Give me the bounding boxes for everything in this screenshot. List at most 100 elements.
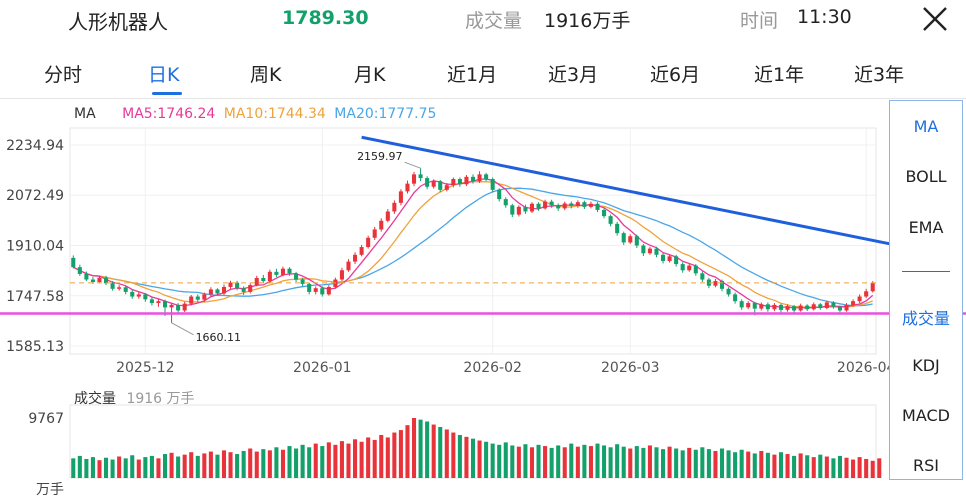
indicator-rsi[interactable]: RSI [913, 456, 939, 475]
candle-body [372, 229, 377, 238]
volume-bar [510, 445, 515, 478]
volume-value: 1916万手 [544, 10, 631, 32]
volume-bar [477, 440, 482, 478]
candle-body [516, 206, 521, 215]
volume-bar [372, 439, 377, 478]
candle-body [254, 277, 259, 286]
candle-body [385, 211, 390, 221]
volume-bar [444, 429, 449, 478]
volume-bar [320, 446, 325, 478]
volume-bar [195, 455, 200, 478]
resistance-trend-line [361, 135, 959, 260]
candle-body [274, 271, 279, 275]
volume-bar [438, 427, 443, 478]
candle-body [706, 279, 711, 286]
indicator-boll[interactable]: BOLL [905, 167, 947, 186]
tab-weekly-k[interactable]: 周K [250, 64, 282, 86]
candle-body [84, 273, 89, 280]
candle-body [248, 285, 253, 292]
candle-body [261, 277, 266, 282]
volume-label: 成交量 [465, 10, 523, 32]
volume-bar [824, 456, 829, 478]
volume-bar [674, 448, 679, 478]
volume-bar [733, 452, 738, 478]
close-button[interactable] [918, 2, 952, 36]
candle-body [667, 256, 672, 261]
volume-bar [457, 434, 462, 478]
volume-bar [77, 455, 82, 478]
candle-body [529, 203, 535, 212]
candle-body [543, 201, 548, 209]
indicator-ma[interactable]: MA [913, 117, 939, 136]
tab-1-month[interactable]: 近1月 [447, 64, 498, 86]
volume-bar [621, 446, 626, 478]
volume-bar [470, 438, 476, 478]
candle-body [582, 202, 587, 207]
volume-bar [300, 444, 305, 478]
volume-bar [746, 451, 751, 478]
volume-bar [497, 444, 502, 478]
candle-body [746, 303, 751, 308]
tab-3-months[interactable]: 近3月 [548, 64, 599, 86]
candle-body [654, 248, 659, 255]
volume-bar [136, 459, 141, 478]
candle-body [366, 237, 371, 248]
volume-bar [97, 460, 102, 478]
low-annotation: 1660.11 [196, 331, 242, 344]
tab-1-year[interactable]: 近1年 [754, 64, 805, 86]
tab-intraday[interactable]: 分时 [44, 64, 83, 86]
candle-body [451, 179, 456, 186]
volume-bar [254, 451, 259, 478]
candle-body [864, 291, 869, 297]
candle-body [824, 302, 829, 308]
volume-bar [588, 446, 593, 478]
volume-bar [267, 450, 272, 478]
ma20-value: MA20:1777.75 [334, 106, 437, 122]
volume-bar [451, 432, 456, 478]
candle-body [497, 189, 502, 200]
volume-bar [379, 434, 384, 478]
volume-bar [123, 458, 128, 478]
volume-legend: 成交量 1916 万手 [74, 388, 195, 408]
volume-bar [693, 449, 698, 478]
volume-bar [149, 455, 154, 478]
candle-body [195, 296, 200, 300]
candle-body [117, 287, 122, 289]
candle-body [503, 199, 508, 206]
volume-bar [307, 447, 312, 478]
volume-bar [654, 447, 659, 478]
volume-bar [752, 453, 757, 478]
volume-bar [857, 457, 862, 478]
volume-bar [798, 453, 803, 478]
candle-body [693, 265, 698, 274]
volume-bar [215, 454, 220, 478]
tab-3-years[interactable]: 近3年 [854, 64, 905, 86]
ma10-line [72, 181, 873, 308]
indicator-kdj[interactable]: KDJ [912, 356, 940, 375]
candle-body [484, 174, 489, 180]
tab-monthly-k[interactable]: 月K [354, 64, 386, 86]
volume-bar [608, 447, 613, 478]
candle-body [215, 289, 220, 294]
price-chart-frame [69, 127, 877, 355]
tab-daily-k[interactable]: 日K [148, 64, 180, 86]
volume-bar [189, 452, 194, 478]
volume-bar [117, 456, 122, 478]
candle-body [490, 179, 495, 190]
tab-6-months[interactable]: 近6月 [650, 64, 701, 86]
indicator-macd[interactable]: MACD [902, 406, 950, 425]
volume-bar [700, 447, 705, 478]
candle-body [379, 220, 384, 230]
indicator-volume[interactable]: 成交量 [901, 309, 950, 328]
volume-bar [392, 432, 397, 478]
candle-body [837, 306, 842, 311]
indicator-panel: MA BOLL EMA 成交量 KDJ MACD RSI [889, 100, 963, 480]
volume-bar [739, 449, 744, 478]
volume-bar [864, 458, 869, 478]
volume-bar [523, 444, 528, 478]
volume-bar [110, 459, 115, 478]
volume-bar [221, 450, 227, 478]
indicator-ema[interactable]: EMA [908, 218, 944, 237]
volume-bar [90, 457, 95, 478]
